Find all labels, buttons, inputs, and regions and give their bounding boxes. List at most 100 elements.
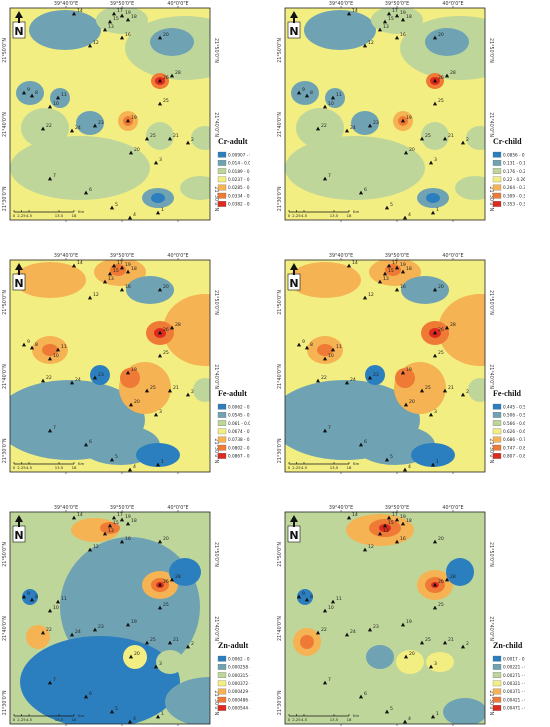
- station-marker: [21, 342, 27, 347]
- concentration-zone: [156, 650, 184, 674]
- concentration-zone: [371, 8, 423, 34]
- station-marker: [403, 654, 409, 659]
- map-title: Fe-child: [493, 389, 522, 398]
- scale-unit: Km: [78, 209, 84, 214]
- concentration-zone: [14, 262, 86, 298]
- station-marker: [432, 330, 438, 335]
- station-marker: [442, 388, 448, 393]
- station-label: 26: [163, 327, 169, 333]
- station-label: 11: [61, 596, 67, 602]
- legend-label: 0.000429 - 0.000485: [228, 689, 250, 694]
- station-marker: [322, 680, 328, 685]
- station-marker: [169, 577, 175, 582]
- top-longitude-label: 40°0'0"E: [167, 253, 188, 259]
- station-marker: [432, 539, 438, 544]
- legend-swatch: [217, 672, 227, 678]
- legend-swatch: [492, 151, 502, 158]
- north-arrow-icon: N: [12, 11, 26, 39]
- station-marker: [384, 457, 390, 462]
- legend-label: 0.0189 - 0.0236: [228, 169, 250, 174]
- station-label: 6: [89, 691, 92, 697]
- station-marker: [29, 597, 35, 602]
- station-marker: [346, 515, 352, 520]
- station-label: 19: [400, 262, 406, 268]
- station-label: 14: [77, 8, 83, 14]
- interpolated-surface: [10, 8, 210, 208]
- station-marker: [367, 375, 373, 380]
- legend-label: 0.000315 - 0.000371: [228, 673, 250, 678]
- station-marker: [109, 457, 115, 462]
- concentration-zone: [21, 108, 69, 148]
- station-label: 3: [434, 409, 437, 415]
- station-marker: [102, 27, 108, 32]
- station-marker: [382, 19, 388, 24]
- station-marker: [185, 140, 191, 145]
- scale-tick-label: 0: [288, 717, 291, 722]
- top-longitude-label: 40°0'0"E: [442, 253, 463, 259]
- legend-swatch: [492, 453, 502, 459]
- station-label: 12: [93, 292, 99, 298]
- concentration-zone: [466, 126, 485, 150]
- station-marker: [47, 356, 53, 361]
- station-marker: [432, 287, 438, 292]
- station-marker: [125, 370, 131, 375]
- station-label: 26: [438, 327, 444, 333]
- concentration-zone: [16, 81, 44, 105]
- concentration-zone: [426, 193, 440, 203]
- scale-unit: Km: [353, 209, 359, 214]
- map-frame: [284, 259, 486, 473]
- station-marker: [157, 330, 163, 335]
- station-marker: [315, 378, 321, 383]
- station-marker: [83, 190, 89, 195]
- station-label: 25: [150, 637, 156, 643]
- legend-swatch: [492, 420, 502, 426]
- station-label: 6: [364, 691, 367, 697]
- legend-swatch: [217, 696, 227, 703]
- station-label: 18: [131, 14, 137, 20]
- interpolated-surface: [285, 8, 485, 208]
- right-latitude-label: 21°50'0"N: [213, 542, 219, 567]
- station-marker: [144, 388, 150, 393]
- right-latitude-label: 21°50'0"N: [488, 542, 494, 567]
- station-marker: [47, 104, 53, 109]
- station-marker: [40, 630, 46, 635]
- concentration-zone: [285, 136, 425, 200]
- station-marker: [362, 295, 368, 300]
- svg-text:N: N: [289, 529, 298, 542]
- legend-swatch: [492, 655, 502, 662]
- concentration-zone: [42, 344, 58, 356]
- station-marker: [296, 90, 302, 95]
- concentration-zone: [22, 589, 38, 605]
- station-marker: [400, 521, 406, 526]
- station-marker: [55, 599, 61, 604]
- station-marker: [125, 269, 131, 274]
- station-marker: [157, 582, 163, 587]
- station-marker: [29, 93, 35, 98]
- station-label: 24: [75, 125, 81, 131]
- station-label: 22: [321, 123, 327, 129]
- station-label: 13: [108, 528, 114, 534]
- scale-tick-label: 0: [288, 213, 291, 218]
- station-label: 2: [466, 641, 469, 647]
- left-latitude-label: 21°30'0"N: [277, 186, 283, 211]
- station-marker: [362, 43, 368, 48]
- scale-tick-label: 18: [347, 213, 352, 218]
- right-latitude-label: 21°40'0"N: [488, 616, 494, 641]
- station-marker: [71, 11, 77, 16]
- station-marker: [102, 279, 108, 284]
- legend-swatch: [492, 176, 502, 183]
- station-label: 8: [35, 594, 38, 600]
- legend-label: 0.0285 - 0.0333: [228, 185, 250, 190]
- concentration-zone: [191, 126, 210, 150]
- station-marker: [157, 35, 163, 40]
- station-marker: [107, 271, 113, 276]
- station-label: 7: [53, 677, 56, 683]
- station-label: 26: [438, 75, 444, 81]
- station-marker: [40, 378, 46, 383]
- station-marker: [394, 35, 400, 40]
- station-marker: [444, 325, 450, 330]
- station-marker: [384, 205, 390, 210]
- station-marker: [155, 462, 161, 467]
